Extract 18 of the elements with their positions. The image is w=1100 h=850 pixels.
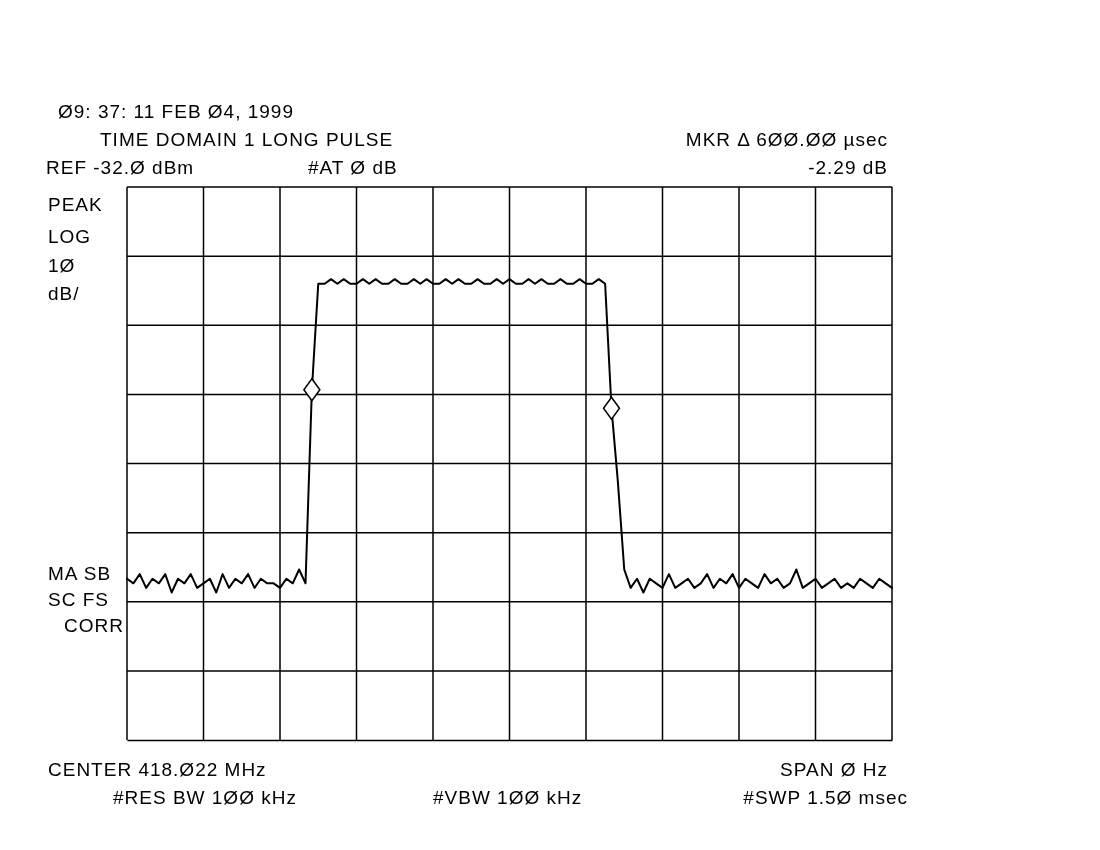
text: #VBW 1ØØ kHz	[433, 787, 583, 808]
text: #RES BW 1ØØ kHz	[113, 787, 297, 808]
text: PEAK	[48, 194, 103, 215]
text: MKR Δ 6ØØ.ØØ µsec	[685, 129, 888, 150]
text: Ø9: 37: 11 FEB Ø4, 1999	[58, 101, 294, 122]
text: REF -32.Ø dBm	[46, 157, 195, 178]
text: -2.29 dB	[808, 157, 888, 178]
text: #SWP 1.5Ø msec	[743, 787, 908, 808]
text: SPAN Ø Hz	[780, 759, 888, 780]
text: LOG	[48, 226, 92, 247]
text: 1Ø	[48, 255, 76, 276]
chart-title: TIME DOMAIN 1 LONG PULSE	[100, 129, 394, 150]
text: CORR	[64, 615, 124, 636]
text: SC FS	[48, 589, 109, 610]
text: CENTER 418.Ø22 MHz	[48, 759, 267, 780]
text: #AT Ø dB	[308, 157, 398, 178]
text: MA SB	[48, 563, 112, 584]
text: dB/	[48, 283, 80, 304]
